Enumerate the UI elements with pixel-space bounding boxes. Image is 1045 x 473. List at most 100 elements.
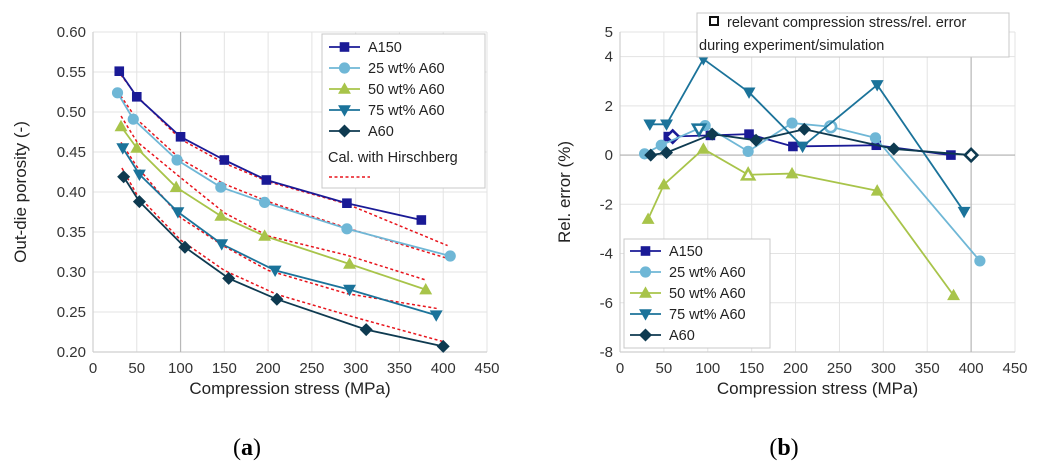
series-25-wt-a60 <box>111 87 456 262</box>
data-point-25-wt-a60 <box>259 196 271 208</box>
x-tick-label: 100 <box>168 360 193 377</box>
data-point-75-wt-a60 <box>132 169 146 182</box>
legend-item-50-wt-a60: 50 wt% A60 <box>329 82 445 98</box>
data-point-a60 <box>222 271 236 285</box>
legend-item-25-wt-a60: 25 wt% A60 <box>329 61 445 77</box>
legend-label-75-wt-a60: 75 wt% A60 <box>368 103 445 119</box>
x-tick-label: 450 <box>474 360 499 377</box>
x-tick-label: 200 <box>256 360 281 377</box>
data-point-75-wt-a60 <box>268 265 282 278</box>
x-tick-label: 250 <box>299 360 324 377</box>
legend-marker-50-wt-a60 <box>639 286 652 298</box>
x-axis-title: Compression stress (MPa) <box>189 379 390 398</box>
legend-label-fit: Cal. with Hirschberg <box>328 150 458 166</box>
y-tick-label: 0.35 <box>57 224 86 241</box>
y-tick-label: 0.55 <box>57 64 86 81</box>
data-point-a60 <box>132 195 146 209</box>
data-point-50-wt-a60 <box>114 119 128 132</box>
data-point-a150 <box>416 215 427 225</box>
data-point-50-wt-a60 <box>130 141 144 153</box>
x-tick-label: 150 <box>739 360 764 377</box>
x-tick-label: 250 <box>827 360 852 377</box>
legend-label-a60: A60 <box>368 124 394 140</box>
legend-label-25-wt-a60: 25 wt% A60 <box>669 265 746 281</box>
legend-item-fit: Cal. with Hirschberg <box>328 150 458 178</box>
x-tick-label: 0 <box>616 360 624 377</box>
legend-item-75-wt-a60: 75 wt% A60 <box>630 307 746 323</box>
y-tick-label: 0.20 <box>57 344 86 361</box>
y-tick-label: 4 <box>605 49 613 66</box>
y-tick-label: 0.25 <box>57 304 86 321</box>
relevant-note-line1: relevant compression stress/rel. error <box>727 15 966 31</box>
panel-label-b: (b) <box>769 435 798 461</box>
x-tick-label: 50 <box>656 360 673 377</box>
legend-item-a150: A150 <box>630 244 703 260</box>
series-a150 <box>114 66 427 225</box>
data-point-50-wt-a60 <box>947 288 961 301</box>
relevant-note: relevant compression stress/rel. error du… <box>696 12 1010 58</box>
data-point-a60 <box>705 127 719 141</box>
data-point-25-wt-a60 <box>974 255 986 267</box>
data-point-a150 <box>219 155 230 165</box>
data-point-a60 <box>270 292 284 306</box>
y-tick-label: 2 <box>605 98 613 115</box>
relevant-point-75-wt-a60 <box>690 123 708 138</box>
y-tick-label: -6 <box>600 295 613 312</box>
data-point-75-wt-a60 <box>215 239 229 251</box>
data-point-a150 <box>788 141 798 152</box>
x-tick-label: 100 <box>695 360 720 377</box>
legend-marker-50-wt-a60 <box>338 82 351 94</box>
legend-item-a150: A150 <box>329 40 402 56</box>
data-point-a150 <box>744 129 754 139</box>
legend-label-25-wt-a60: 25 wt% A60 <box>368 61 445 77</box>
series-50-wt-a60 <box>641 142 961 301</box>
data-point-a60 <box>749 133 763 147</box>
data-point-50-wt-a60 <box>419 282 433 295</box>
data-point-75-wt-a60 <box>343 284 356 297</box>
data-point-75-wt-a60 <box>171 207 185 219</box>
data-point-25-wt-a60 <box>215 181 227 193</box>
legend-label-50-wt-a60: 50 wt% A60 <box>368 82 445 98</box>
x-tick-label: 350 <box>387 360 412 377</box>
x-axis-title: Compression stress (MPa) <box>717 379 918 398</box>
legend-marker-25-wt-a60 <box>338 62 351 74</box>
data-point-75-wt-a60 <box>957 206 971 219</box>
data-point-75-wt-a60 <box>643 119 657 131</box>
series-50-wt-a60 <box>114 119 433 295</box>
data-point-25-wt-a60 <box>869 132 882 144</box>
y-tick-label: 0.30 <box>57 264 86 281</box>
legend-item-50-wt-a60: 50 wt% A60 <box>630 286 746 302</box>
fit-curve <box>121 167 444 343</box>
data-point-a150 <box>342 198 352 208</box>
data-point-75-wt-a60 <box>660 119 673 131</box>
data-point-75-wt-a60 <box>429 310 443 322</box>
relevant-note-icon <box>709 16 719 26</box>
legend-item-25-wt-a60: 25 wt% A60 <box>630 265 746 281</box>
data-point-a60 <box>117 170 131 184</box>
legend-b: A150 25 wt% A60 50 wt% A60 75 wt% A60 A60 <box>623 238 771 349</box>
data-point-75-wt-a60 <box>742 87 756 99</box>
data-point-a150 <box>261 175 272 185</box>
y-tick-label: 0.50 <box>57 104 86 121</box>
x-tick-label: 300 <box>343 360 368 377</box>
legend-label-a150: A150 <box>669 244 703 260</box>
legend-item-a60: A60 <box>329 124 394 140</box>
data-point-50-wt-a60 <box>343 257 356 269</box>
x-tick-label: 0 <box>89 360 97 377</box>
y-tick-label: -2 <box>600 196 613 213</box>
data-point-50-wt-a60 <box>258 229 272 241</box>
legend-label-75-wt-a60: 75 wt% A60 <box>669 307 746 323</box>
relevant-point-a60 <box>963 147 980 164</box>
data-point-25-wt-a60 <box>341 223 353 235</box>
x-tick-label: 350 <box>915 360 940 377</box>
data-point-a60 <box>797 122 811 136</box>
chart-b-relative-error: 0 50 100 150 200 250 300 350 400 450 5 4 2 0 -2 -4 -6 -8 C… <box>555 12 1028 398</box>
data-point-50-wt-a60 <box>169 180 183 192</box>
x-tick-label: 50 <box>128 360 145 377</box>
fit-curve <box>120 141 439 310</box>
x-tick-label: 400 <box>431 360 456 377</box>
data-point-50-wt-a60 <box>214 209 228 221</box>
data-point-a60 <box>660 146 674 160</box>
relevant-note-line2: during experiment/simulation <box>699 38 884 54</box>
